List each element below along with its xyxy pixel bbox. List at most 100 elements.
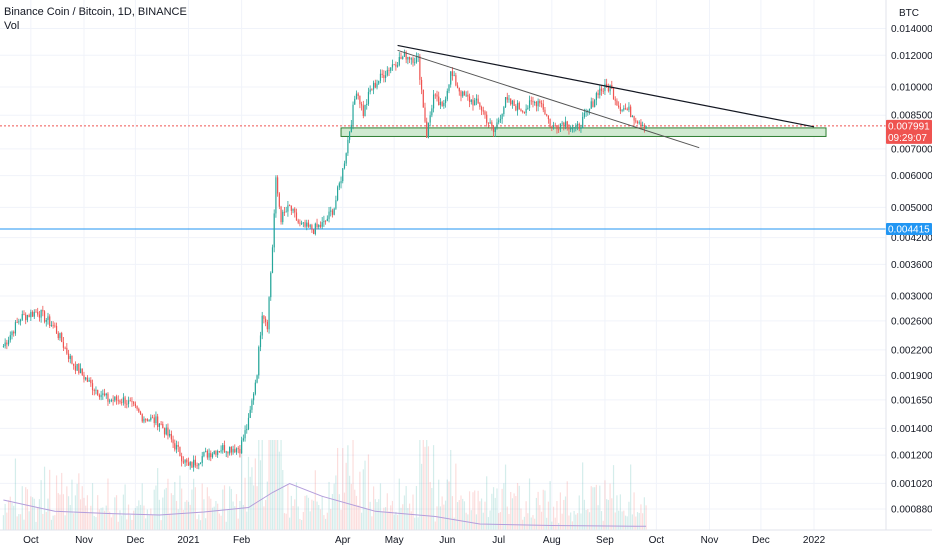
candle-body <box>516 102 519 111</box>
volume-bar <box>254 458 256 530</box>
volume-bar <box>486 476 488 530</box>
candle-body <box>157 416 159 427</box>
volume-bar <box>148 514 150 530</box>
volume-bar <box>417 517 419 530</box>
volume-bar <box>530 517 532 530</box>
volume-bar <box>244 477 246 530</box>
volume-bar <box>215 500 217 530</box>
candle-body <box>253 393 255 401</box>
volume-bar <box>480 498 483 530</box>
candle-body <box>515 105 517 111</box>
candle-body <box>35 311 37 313</box>
candle-body <box>628 106 630 110</box>
candle-body <box>371 89 373 91</box>
volume-bar <box>499 512 502 530</box>
volume-bar <box>177 509 179 530</box>
trendline-upper[interactable] <box>397 44 815 128</box>
candle-body <box>208 453 210 458</box>
volume-bar <box>40 480 42 530</box>
candle-body <box>352 104 354 125</box>
candle-body <box>239 448 241 454</box>
price-axis-background[interactable] <box>886 0 932 530</box>
volume-bar <box>350 483 352 530</box>
volume-bar <box>463 501 466 530</box>
volume-bar <box>165 487 167 530</box>
candle-body <box>554 125 556 127</box>
x-tick-label: Dec <box>752 535 770 546</box>
candle-body <box>460 91 462 97</box>
candle-body <box>357 93 359 96</box>
volume-bar <box>383 507 385 530</box>
candle-body <box>294 208 296 213</box>
candle-body <box>451 71 454 76</box>
volume-bar <box>126 519 128 530</box>
volume-bar <box>155 485 157 530</box>
candle-body <box>378 80 380 84</box>
support-price-badge: 0.004415 <box>886 222 932 235</box>
volume-bar <box>31 497 34 530</box>
candle-body <box>225 451 227 453</box>
candle-body <box>602 90 604 92</box>
candle-body <box>403 52 406 57</box>
trendline-lower[interactable] <box>397 49 700 149</box>
candle-body <box>271 247 274 273</box>
volume-bar <box>198 514 200 530</box>
candle-body <box>511 100 514 105</box>
volume-bar <box>323 515 325 530</box>
candle-body <box>13 331 15 334</box>
candle-body <box>81 368 83 375</box>
support-zone[interactable] <box>340 127 827 137</box>
volume-bar <box>160 520 162 530</box>
currency-label: BTC <box>899 8 919 19</box>
candle-body <box>528 100 531 108</box>
candle-body <box>160 423 162 425</box>
candle-body <box>55 325 58 334</box>
svg-text:0.004415: 0.004415 <box>888 224 930 235</box>
candle-body <box>338 183 340 188</box>
candle-body <box>301 223 303 224</box>
volume-bar <box>110 517 112 530</box>
candle-body <box>313 229 315 235</box>
volume-bar <box>295 482 298 530</box>
volume-bar <box>455 463 457 530</box>
candle-body <box>259 335 262 348</box>
candle-body <box>482 110 484 112</box>
candle-body <box>196 465 198 467</box>
candle-body <box>54 325 56 327</box>
volume-bar <box>189 504 191 530</box>
volume-bar <box>304 495 306 530</box>
candle-body <box>275 177 277 214</box>
volume-bar <box>91 483 94 530</box>
volume-bar <box>239 500 241 530</box>
volume-bar <box>182 509 184 530</box>
candle-body <box>4 342 6 347</box>
volume-bar <box>595 484 597 530</box>
candle-body <box>126 403 128 405</box>
volume-bar <box>23 519 25 530</box>
volume-bar <box>268 440 270 530</box>
volume-bar <box>487 517 490 530</box>
volume-bar <box>484 501 486 530</box>
volume-bar <box>345 462 347 530</box>
candle-body <box>182 461 184 463</box>
candle-body <box>206 450 208 458</box>
volume-bar <box>330 508 332 530</box>
volume-bar <box>127 504 130 530</box>
candle-body <box>201 456 203 463</box>
volume-bar <box>52 515 54 530</box>
volume-bar <box>535 497 537 530</box>
candle-body <box>91 383 94 391</box>
volume-bar <box>30 496 32 530</box>
candle-body <box>614 99 616 101</box>
candle-body <box>189 462 191 466</box>
candle-body <box>390 67 392 71</box>
candle-body <box>492 126 495 133</box>
volume-bar <box>518 485 520 530</box>
candle-body <box>110 399 112 401</box>
volume-bar <box>253 485 255 530</box>
y-tick-label: 0.003600 <box>891 260 932 271</box>
candle-body <box>67 353 70 359</box>
volume-bar <box>21 486 23 530</box>
candle-body <box>297 220 299 223</box>
